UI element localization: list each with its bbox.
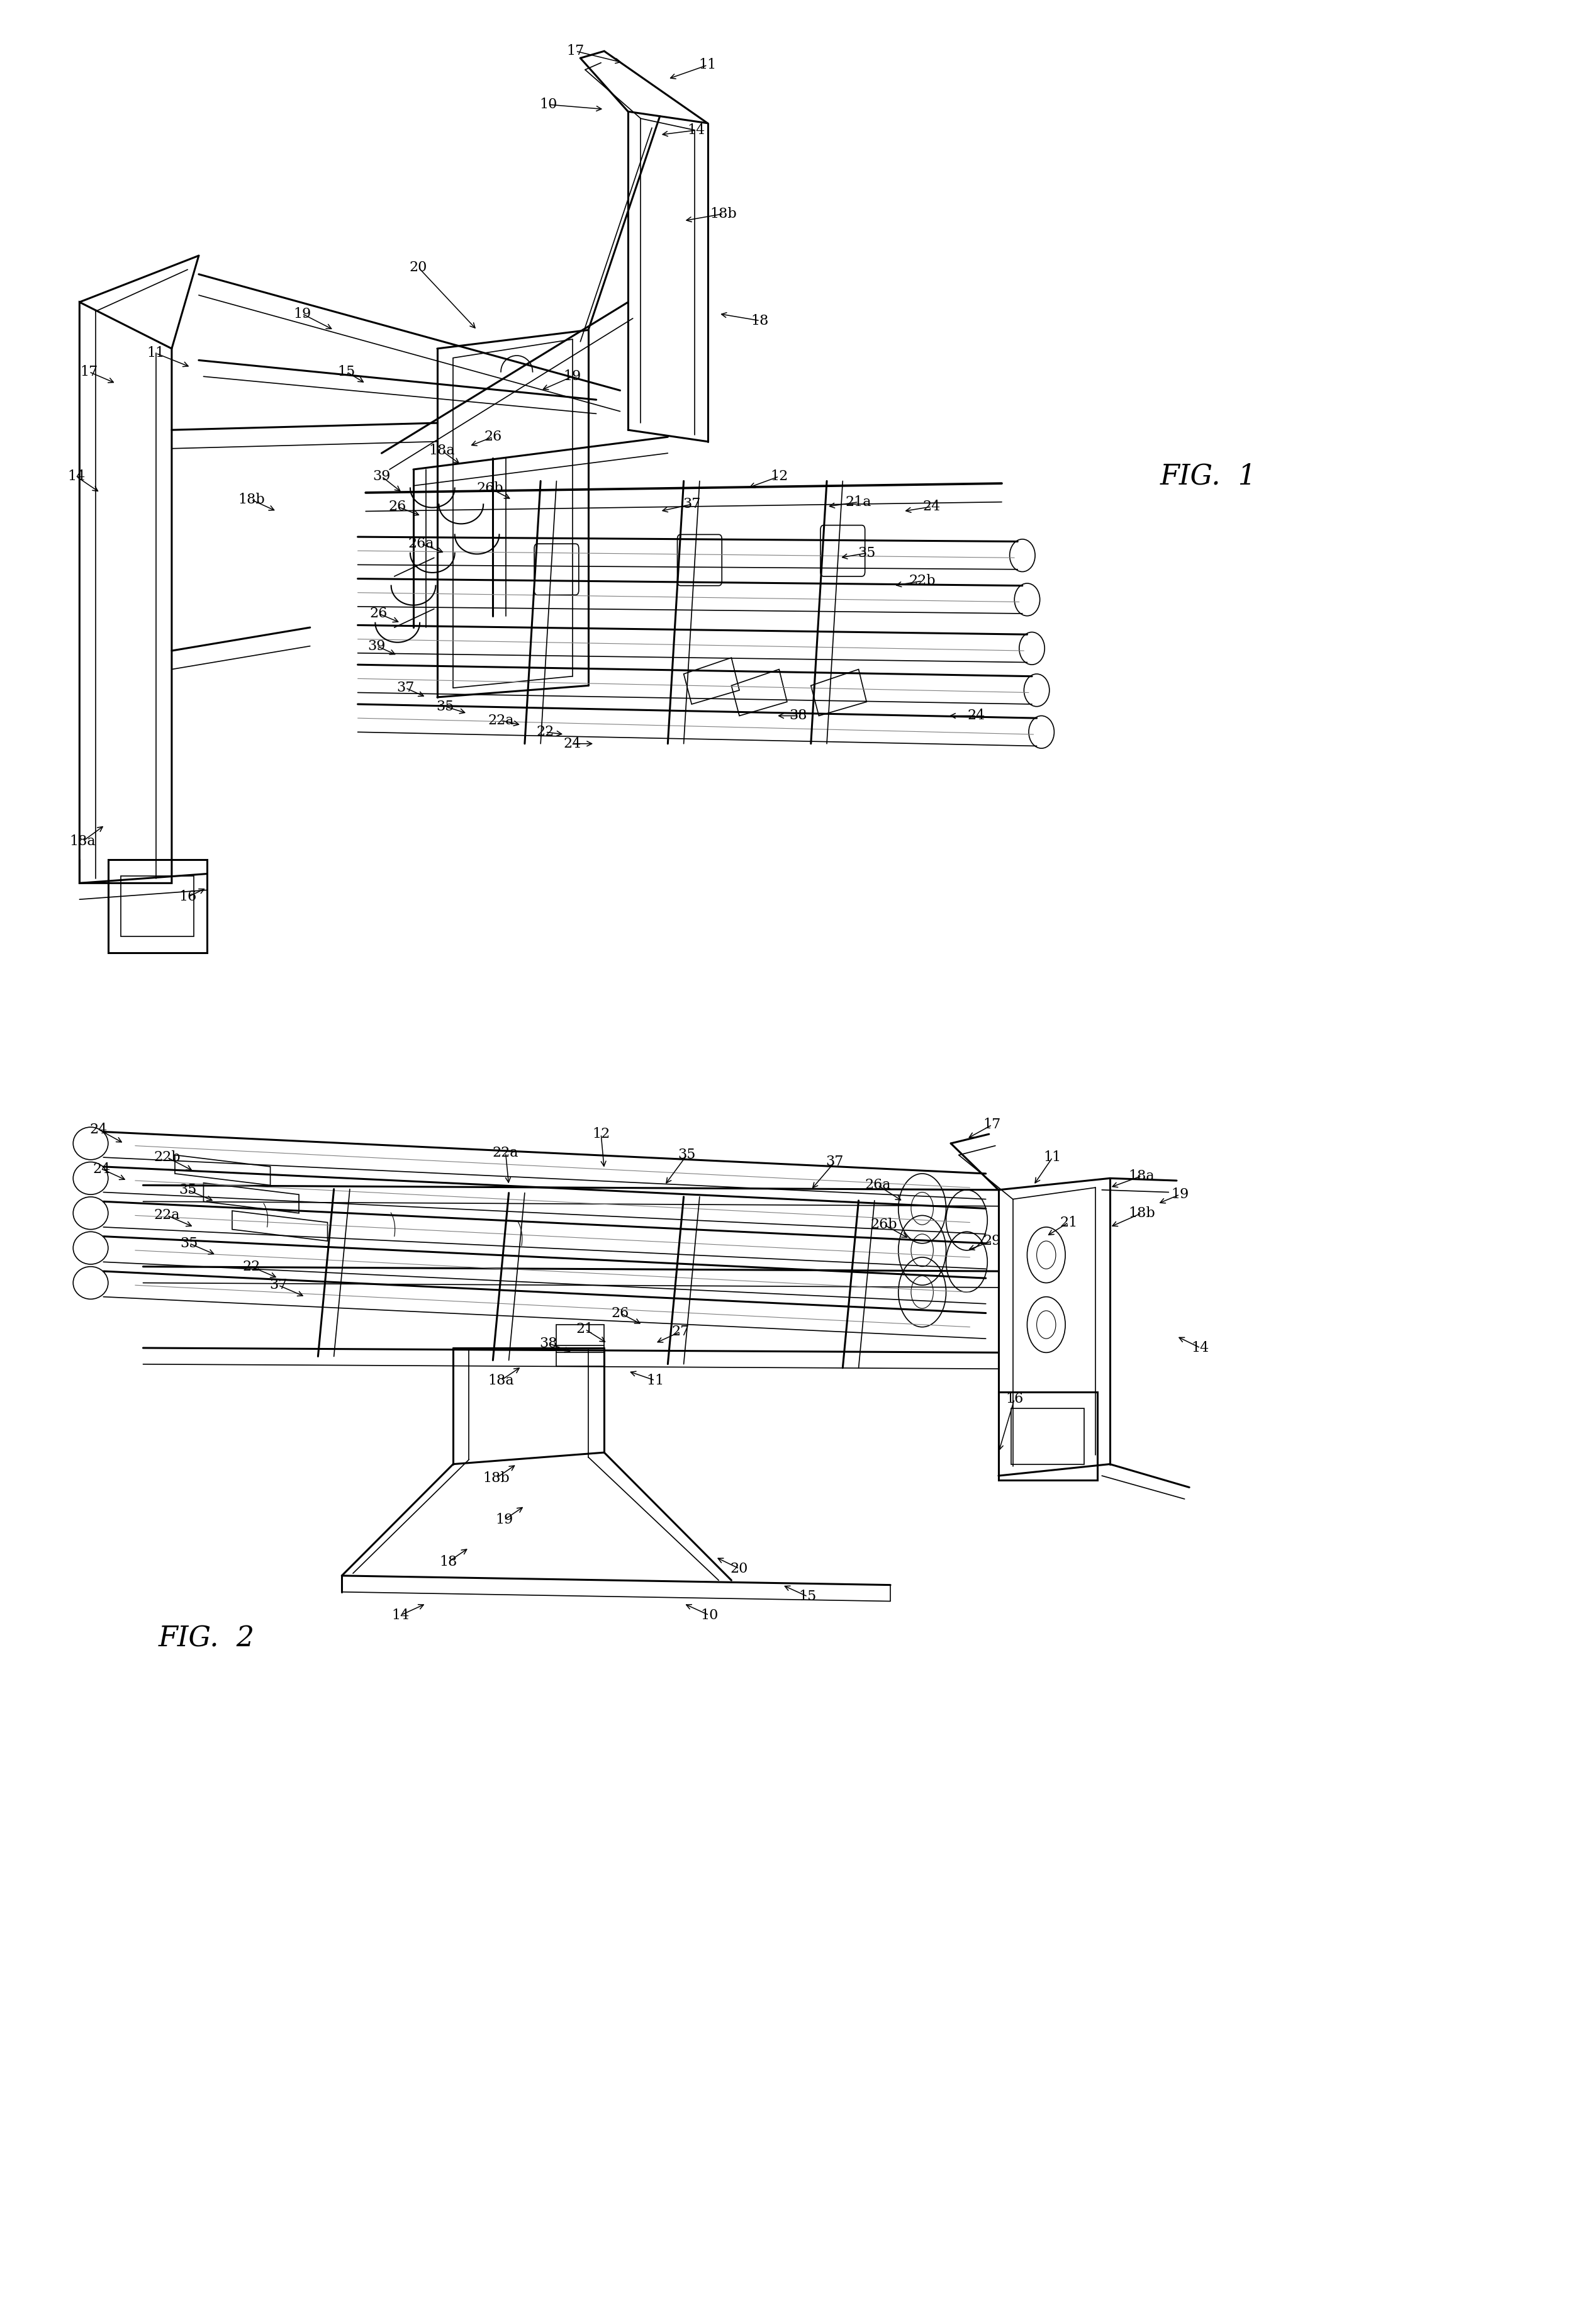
Text: 38: 38 — [789, 709, 808, 723]
Text: 18b: 18b — [483, 1471, 509, 1485]
Text: 24: 24 — [967, 709, 986, 723]
Text: 10: 10 — [700, 1608, 719, 1622]
Text: FIG.  2: FIG. 2 — [159, 1624, 254, 1652]
Text: 26: 26 — [483, 430, 502, 444]
Text: 37: 37 — [396, 681, 415, 695]
Text: 26: 26 — [369, 607, 388, 621]
Text: 16: 16 — [1005, 1392, 1024, 1406]
Text: 17: 17 — [566, 44, 585, 58]
Text: 21a: 21a — [846, 495, 871, 509]
Text: 18a: 18a — [429, 444, 455, 458]
Text: 21: 21 — [1059, 1215, 1078, 1229]
Text: 26b: 26b — [871, 1218, 897, 1232]
FancyBboxPatch shape — [534, 544, 579, 595]
Text: 18b: 18b — [711, 207, 736, 221]
Text: 21: 21 — [576, 1322, 595, 1336]
Text: 15: 15 — [337, 365, 356, 379]
Bar — [1011, 1408, 1084, 1464]
Text: 35: 35 — [677, 1148, 696, 1162]
Bar — [108, 860, 207, 953]
Text: 14: 14 — [1191, 1341, 1210, 1355]
Text: 22a: 22a — [154, 1208, 180, 1222]
FancyBboxPatch shape — [677, 535, 722, 586]
Text: 37: 37 — [269, 1278, 288, 1292]
Text: 11: 11 — [146, 346, 165, 360]
Text: 22: 22 — [242, 1260, 261, 1274]
FancyBboxPatch shape — [820, 525, 865, 576]
Text: 35: 35 — [857, 546, 876, 560]
Text: 11: 11 — [698, 58, 717, 72]
Text: 26: 26 — [611, 1306, 630, 1320]
Text: 11: 11 — [1043, 1150, 1062, 1164]
Text: 14: 14 — [67, 469, 86, 483]
Text: 22: 22 — [536, 725, 555, 739]
Text: 14: 14 — [391, 1608, 410, 1622]
Text: 17: 17 — [80, 365, 99, 379]
Text: 10: 10 — [539, 98, 558, 112]
Text: 29: 29 — [983, 1234, 1002, 1248]
Text: 19: 19 — [563, 370, 582, 383]
Text: 22a: 22a — [488, 713, 514, 727]
Text: FIG.  1: FIG. 1 — [1161, 462, 1256, 490]
Text: 18a: 18a — [488, 1373, 514, 1387]
Text: 17: 17 — [983, 1118, 1002, 1132]
Text: 24: 24 — [92, 1162, 111, 1176]
Text: 19: 19 — [494, 1513, 514, 1527]
Text: 24: 24 — [922, 500, 941, 514]
Text: 35: 35 — [436, 700, 455, 713]
Text: 24: 24 — [89, 1122, 108, 1136]
Text: 35: 35 — [178, 1183, 197, 1197]
Text: 37: 37 — [682, 497, 701, 511]
Text: 22b: 22b — [154, 1150, 180, 1164]
Text: 22b: 22b — [909, 574, 935, 588]
Text: 18b: 18b — [1129, 1206, 1154, 1220]
Text: 39: 39 — [372, 469, 391, 483]
Text: 14: 14 — [687, 123, 706, 137]
Bar — [999, 1392, 1097, 1480]
Text: 37: 37 — [825, 1155, 844, 1169]
Text: 12: 12 — [770, 469, 789, 483]
Text: 18b: 18b — [239, 493, 264, 507]
Text: 11: 11 — [646, 1373, 665, 1387]
Text: 18: 18 — [750, 314, 770, 328]
Text: 38: 38 — [539, 1336, 558, 1350]
Text: 15: 15 — [798, 1590, 817, 1604]
Text: 18: 18 — [439, 1555, 458, 1569]
Text: 18a: 18a — [70, 834, 95, 848]
Text: 12: 12 — [591, 1127, 611, 1141]
Text: 18a: 18a — [1129, 1169, 1154, 1183]
Text: 19: 19 — [1170, 1188, 1189, 1202]
Text: 16: 16 — [178, 890, 197, 904]
Text: 27: 27 — [671, 1325, 690, 1339]
Text: 39: 39 — [367, 639, 386, 653]
Text: 22a: 22a — [493, 1146, 518, 1160]
Text: 20: 20 — [730, 1562, 749, 1576]
Text: 35: 35 — [180, 1236, 199, 1250]
Text: 26a: 26a — [865, 1178, 890, 1192]
Text: 19: 19 — [293, 307, 312, 321]
Text: 24: 24 — [563, 737, 582, 751]
Text: 26a: 26a — [409, 537, 434, 551]
Text: 26b: 26b — [477, 481, 502, 495]
Text: 26: 26 — [388, 500, 407, 514]
Bar — [556, 1325, 604, 1367]
Text: 20: 20 — [409, 260, 428, 274]
Bar — [121, 876, 194, 937]
